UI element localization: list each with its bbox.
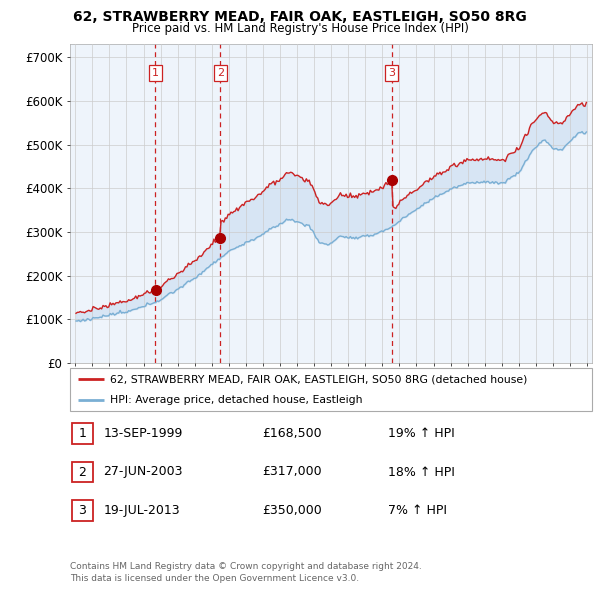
Text: HPI: Average price, detached house, Eastleigh: HPI: Average price, detached house, East… — [110, 395, 363, 405]
Text: 3: 3 — [78, 504, 86, 517]
Text: Contains HM Land Registry data © Crown copyright and database right 2024.
This d: Contains HM Land Registry data © Crown c… — [70, 562, 422, 583]
Text: 13-SEP-1999: 13-SEP-1999 — [103, 427, 182, 440]
Text: Price paid vs. HM Land Registry's House Price Index (HPI): Price paid vs. HM Land Registry's House … — [131, 22, 469, 35]
Text: 1: 1 — [78, 427, 86, 440]
Text: 2: 2 — [217, 68, 224, 78]
Text: £168,500: £168,500 — [262, 427, 322, 440]
FancyBboxPatch shape — [70, 368, 592, 411]
Text: 2: 2 — [78, 466, 86, 478]
Text: 62, STRAWBERRY MEAD, FAIR OAK, EASTLEIGH, SO50 8RG: 62, STRAWBERRY MEAD, FAIR OAK, EASTLEIGH… — [73, 10, 527, 24]
Text: 19% ↑ HPI: 19% ↑ HPI — [388, 427, 455, 440]
Text: £317,000: £317,000 — [262, 466, 322, 478]
Text: 7% ↑ HPI: 7% ↑ HPI — [388, 504, 447, 517]
FancyBboxPatch shape — [71, 423, 93, 444]
FancyBboxPatch shape — [71, 461, 93, 483]
Text: 3: 3 — [388, 68, 395, 78]
Text: 19-JUL-2013: 19-JUL-2013 — [103, 504, 180, 517]
Text: 62, STRAWBERRY MEAD, FAIR OAK, EASTLEIGH, SO50 8RG (detached house): 62, STRAWBERRY MEAD, FAIR OAK, EASTLEIGH… — [110, 375, 528, 384]
FancyBboxPatch shape — [71, 500, 93, 521]
Text: 27-JUN-2003: 27-JUN-2003 — [103, 466, 182, 478]
Text: 18% ↑ HPI: 18% ↑ HPI — [388, 466, 455, 478]
Text: 1: 1 — [152, 68, 159, 78]
Text: £350,000: £350,000 — [262, 504, 322, 517]
